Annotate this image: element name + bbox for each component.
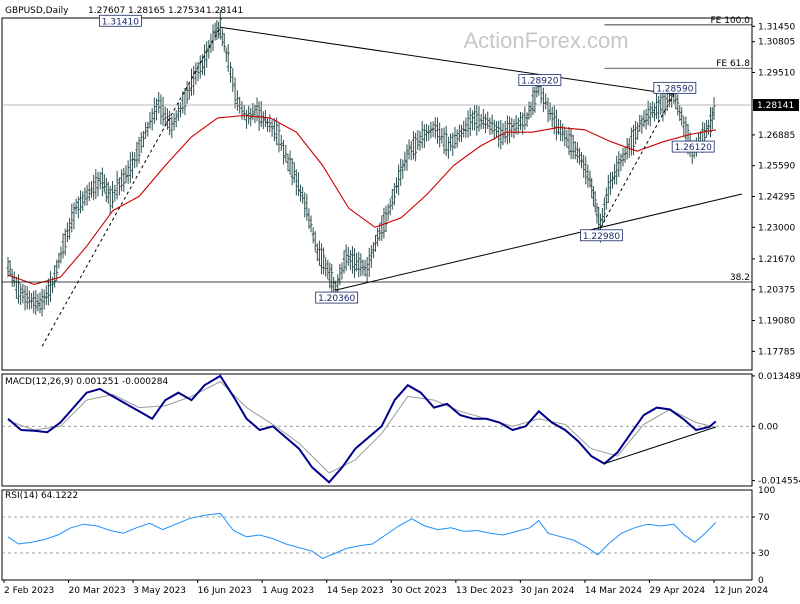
- price-tick-label: 1.20375: [758, 286, 795, 296]
- x-tick-label: 29 Apr 2024: [649, 586, 705, 596]
- macd-label: MACD(12,26,9) 0.001251 -0.000284: [5, 377, 168, 387]
- x-tick-label: 14 Mar 2024: [585, 586, 642, 596]
- price-tick-label: 1.23000: [758, 223, 795, 233]
- fib-levels: FE 100.0 FE 61.8 38.2: [2, 16, 752, 283]
- rsi-tick-label: 70: [758, 513, 770, 523]
- macd-signal-line: [7, 380, 716, 474]
- fib-level-label: 38.2: [730, 273, 750, 283]
- price-tick-label: 1.29510: [758, 68, 795, 78]
- price-tick-label: 1.26885: [758, 131, 795, 141]
- anchor-box: [99, 14, 142, 27]
- rsi-line: [7, 512, 717, 559]
- moving-average-line: [7, 114, 716, 285]
- x-tick-label: 2 Feb 2023: [4, 586, 54, 596]
- price-tick-label: 1.30805: [758, 38, 795, 48]
- rsi-bound-label: 0: [758, 576, 764, 586]
- x-tick-label: 3 May 2023: [133, 586, 186, 596]
- header-low: 1.27534: [168, 6, 205, 16]
- current-price-label: 1.28141: [757, 101, 794, 111]
- anchor-box: [671, 140, 715, 153]
- rsi-panel-frame: [1, 489, 753, 581]
- price-tick-label: 1.21670: [758, 255, 795, 265]
- trendline: [220, 26, 674, 95]
- header-open: 1.27607: [88, 6, 125, 16]
- macd-tick-label: 0.00: [758, 422, 778, 432]
- anchor-box: [653, 81, 697, 94]
- macd-series: [2, 374, 752, 484]
- axis-labels: 1.31450 1.30805 1.29510 1.28141 1.26885 1.255…: [3, 22, 800, 596]
- anchor-box: [580, 229, 623, 242]
- x-tick-label: 1 Aug 2023: [262, 586, 314, 596]
- rsi-series: [2, 512, 752, 559]
- price-anchors: 1.31410 1.20360 1.28920 1.22980 1.28590 1.261…: [99, 14, 715, 304]
- panel-frames: [1, 17, 753, 581]
- header-high: 1.28165: [128, 6, 165, 16]
- price-tick-label: 1.25590: [758, 162, 795, 172]
- anchor-label: 1.28920: [521, 76, 558, 86]
- moving-average: [7, 114, 716, 285]
- trendlines: [41, 26, 743, 347]
- watermark: ActionForex.com: [463, 28, 628, 53]
- dashed-trendline: [41, 27, 221, 347]
- header-close: 1.28141: [206, 6, 243, 16]
- anchor-label: 1.31410: [102, 17, 139, 27]
- rsi-label: RSI(14) 64.1222: [5, 491, 78, 501]
- x-tick-label: 30 Oct 2023: [391, 586, 447, 596]
- anchor-label: 1.20360: [318, 294, 355, 304]
- header-symbol: GBPUSD,Daily: [5, 6, 69, 16]
- macd-trendline: [604, 426, 716, 465]
- price-tick-label: 1.19080: [758, 317, 795, 327]
- dashed-trendline: [600, 94, 675, 229]
- trendline: [335, 193, 743, 291]
- macd-tick-label: -0.014554: [758, 477, 800, 487]
- anchor-label: 1.26120: [675, 143, 712, 153]
- anchor-label: 1.22980: [583, 232, 620, 242]
- x-tick-label: 20 Mar 2023: [69, 586, 126, 596]
- fib-level-label: FE 100.0: [711, 16, 751, 26]
- x-tick-label: 16 Jun 2023: [198, 586, 252, 596]
- fib-level-label: FE 61.8: [716, 59, 750, 69]
- rsi-tick-label: 30: [758, 549, 770, 559]
- anchor-box: [315, 291, 359, 304]
- x-tick-label: 12 Jun 2024: [714, 586, 768, 596]
- price-tick-label: 1.17785: [758, 347, 795, 357]
- price-tick-label: 1.31450: [758, 22, 795, 32]
- price-tick-label: 1.24295: [758, 192, 795, 202]
- x-tick-label: 14 Sep 2023: [327, 586, 384, 596]
- anchor-label: 1.28590: [656, 84, 693, 94]
- x-tick-label: 30 Jan 2024: [520, 586, 574, 596]
- x-tick-label: 13 Dec 2023: [456, 586, 514, 596]
- current-price-tag: [753, 99, 799, 112]
- rsi-bound-label: 100: [758, 486, 775, 496]
- anchor-box: [518, 74, 562, 86]
- macd-tick-label: 0.013489: [758, 372, 800, 382]
